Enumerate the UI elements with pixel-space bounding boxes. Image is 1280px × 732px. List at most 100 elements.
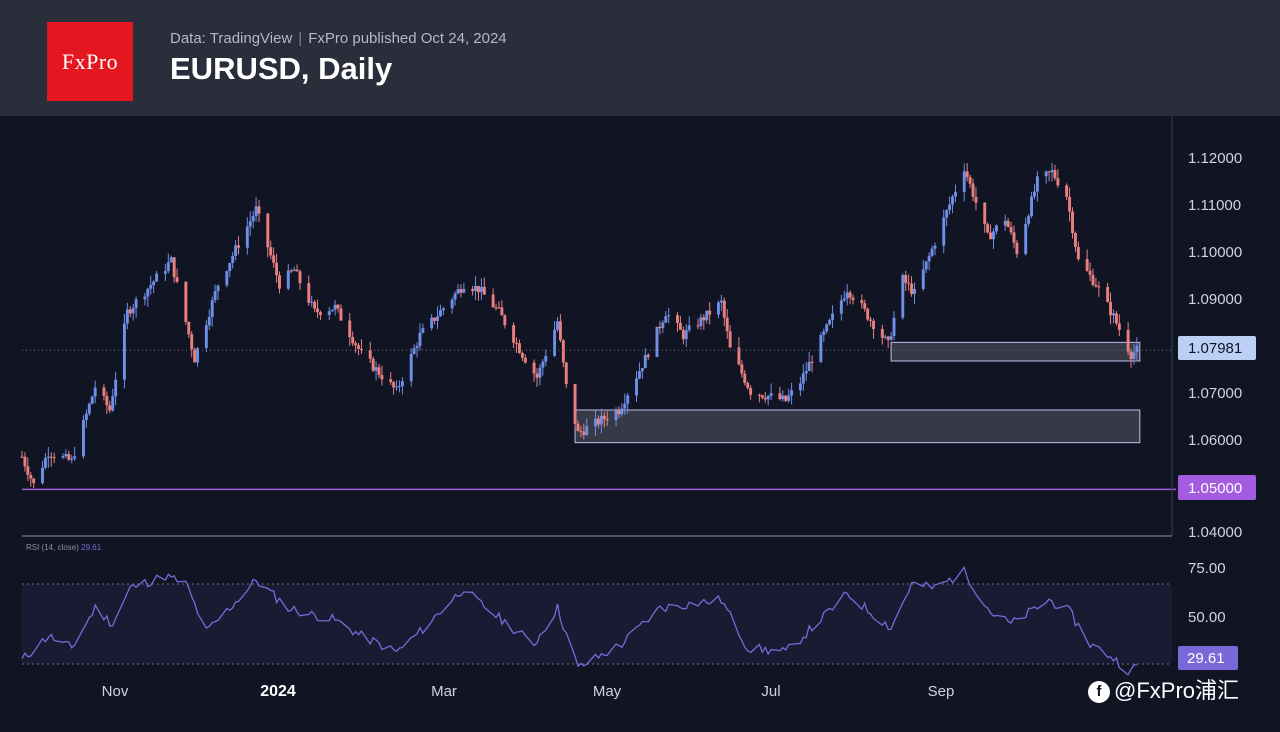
candle-body [1006,220,1010,227]
candle-body [307,283,311,303]
candle-body [839,300,843,314]
candle-body [482,286,486,295]
source-line: Data: TradingView | FxPro published Oct 24… [170,30,507,47]
candle-body [93,387,97,397]
candle-body [462,289,466,293]
candle-body [658,326,662,329]
candle-body [418,332,422,347]
candle-body [190,334,194,350]
chart-header: FxPro Data: TradingView | FxPro published … [0,0,1280,116]
candle-body [913,288,916,294]
candle-body [602,415,606,420]
logo-text: FxPro [61,48,119,74]
candle-body [257,206,261,214]
candle-body [456,289,460,294]
candle-body [430,317,434,329]
candle-body [664,316,668,323]
candle-body [535,373,539,378]
candle-body [87,403,91,414]
candle-body [933,245,937,249]
candle-body [614,410,618,421]
candle-body [459,289,463,293]
candle-body [907,282,911,284]
candle-body [292,269,296,271]
fxpro-logo: FxPro [47,22,133,101]
candle-body [20,456,24,458]
candle-body [810,361,814,363]
rsi-value-label: 29.61 [1187,650,1225,667]
candle-body [576,423,580,432]
candle-body [319,312,322,315]
candle-body [1132,352,1136,359]
candle-body [667,315,671,317]
candle-body [520,352,524,358]
candle-body [225,271,229,286]
candle-body [822,331,826,336]
candle-body [564,362,568,385]
candle-body [760,395,764,398]
candle-body [266,213,270,248]
rsi-name: RSI (14, close) [26,543,79,552]
candle-body [883,336,887,338]
candle-body [333,304,337,310]
candle-body [371,358,375,371]
candle-body [29,474,33,479]
candle-body [1073,233,1077,247]
x-tick-label: Sep [928,683,955,700]
candle-body [515,342,518,344]
candle-body [474,285,478,292]
candle-body [336,304,340,309]
candle-body [245,226,249,248]
candle-body [23,456,27,467]
candle-body [1097,286,1101,288]
candle-body [716,302,720,315]
price-chart: 1.12000 1.11000 1.10000 1.09000 1.07000 … [20,116,1256,700]
candle-body [708,310,712,315]
candle-body [1050,170,1054,173]
candle-body [32,478,36,484]
candle-body [556,321,559,330]
candle-body [400,381,404,387]
candle-body [441,308,445,311]
candle-body [210,300,214,318]
rsi-value: 29.61 [81,543,102,552]
candle-body [517,343,521,353]
candle-body [869,319,873,321]
candle-body [81,420,85,457]
price-zone [890,341,1141,362]
candle-body [216,285,220,292]
candle-body [643,354,647,369]
price-axis: 1.12000 1.11000 1.10000 1.09000 1.07000 … [1171,116,1256,541]
candle-body [149,285,153,289]
candle-body [450,299,454,309]
candle-body [143,296,147,300]
candle-body [766,395,770,400]
candle-body [746,382,750,388]
rsi-tick-label: 50.00 [1188,609,1226,626]
candle-body [1033,191,1036,197]
candle-body [275,262,279,276]
candle-body [623,403,627,409]
candle-body [453,293,457,300]
y-tick-label: 1.12000 [1188,150,1242,167]
candle-body [722,300,726,318]
candle-body [359,348,363,351]
current-price-label: 1.07981 [1188,340,1242,357]
candle-body [1035,176,1039,192]
candle-body [904,275,908,283]
candle-body [579,431,583,433]
candle-body [134,299,138,309]
candle-body [278,275,281,289]
candle-body [1135,345,1139,353]
candle-body [541,361,545,368]
candle-body [801,373,805,384]
candle-body [637,371,641,379]
candle-body [866,308,870,320]
candle-body [807,361,811,372]
candle-body [687,325,691,331]
candle-body [962,171,966,192]
candle-body [681,329,685,340]
candle-body [49,456,53,458]
y-tick-label: 1.06000 [1188,432,1242,449]
watermark: f @FxPro浦汇 [1088,673,1239,705]
